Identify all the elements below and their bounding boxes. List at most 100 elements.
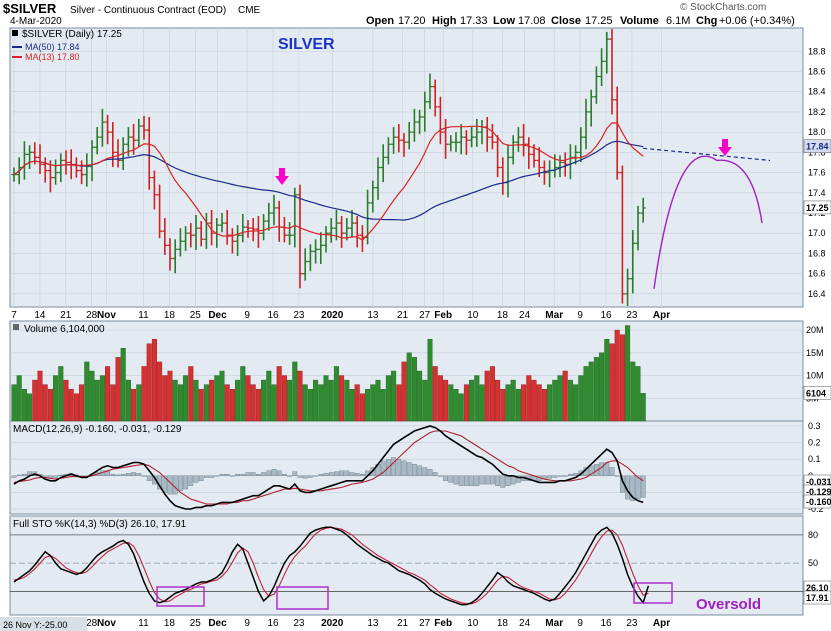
price-x-label: 14 <box>34 310 46 321</box>
instrument-name: Silver - Continuous Contract (EOD) <box>70 5 226 16</box>
bottom-x-label: 16 <box>267 618 279 629</box>
ma50-line <box>13 140 644 221</box>
price-tick-label: 16.6 <box>808 269 826 279</box>
macd-histogram-bar <box>344 470 350 477</box>
stochastic-tick-label: 50 <box>808 558 818 568</box>
price-x-label: 13 <box>367 310 379 321</box>
volume-bar <box>313 379 319 422</box>
macd-histogram-bar <box>276 470 282 477</box>
volume-bar <box>567 379 573 422</box>
macd-histogram-bar <box>479 475 485 485</box>
volume-bar <box>68 388 74 422</box>
volume-bar <box>443 379 449 422</box>
ma13-line <box>13 122 644 241</box>
ma50-tag: 17.84 <box>806 142 829 152</box>
footer-box <box>0 617 87 631</box>
volume-bar <box>630 361 636 422</box>
volume-bar <box>333 366 339 422</box>
bottom-x-label: 9 <box>577 618 583 629</box>
volume-bar <box>609 343 615 422</box>
price-tick-label: 18.8 <box>808 46 826 56</box>
volume-bar <box>276 366 282 422</box>
price-tick-label: 16.4 <box>808 289 826 299</box>
volume-bar <box>11 384 17 422</box>
stochastic-last-tag: 26.10 <box>806 583 829 593</box>
volume-bar <box>47 388 53 422</box>
macd-histogram-bar <box>469 475 474 486</box>
macd-histogram-bar <box>229 475 235 477</box>
macd-histogram-bar <box>141 475 147 477</box>
bottom-x-label: Nov <box>97 618 116 629</box>
volume-bar <box>339 375 345 422</box>
macd-histogram-bar <box>354 473 360 477</box>
volume-bar <box>484 370 490 422</box>
macd-histogram-bar <box>474 475 480 486</box>
volume-bar <box>531 379 537 422</box>
volume-bar <box>562 370 568 422</box>
macd-histogram-bar <box>282 473 287 477</box>
price-panel-marks: 16.416.616.817.017.217.417.617.818.018.2… <box>10 28 831 307</box>
macd-histogram-bar <box>235 473 240 477</box>
volume-bar <box>53 375 59 422</box>
oversold-annotation: Oversold <box>696 596 761 613</box>
volume-bar <box>635 366 641 422</box>
macd-histogram-bar <box>495 475 500 486</box>
projected-arc <box>653 155 763 289</box>
macd-histogram-bar <box>568 473 573 477</box>
volume-bar <box>287 379 293 422</box>
volume-bar <box>224 384 230 422</box>
volume-bar <box>406 352 412 422</box>
macd-histogram-bar <box>562 475 568 477</box>
volume-bar <box>151 338 157 422</box>
macd-histogram-bar <box>630 475 636 501</box>
volume-bar <box>255 388 261 422</box>
macd-histogram-bar <box>599 462 605 477</box>
macd-histogram-bar <box>58 474 64 477</box>
macd-histogram-bar <box>396 458 402 477</box>
price-tick-label: 16.8 <box>808 248 826 258</box>
bottom-x-label: 16 <box>600 618 612 629</box>
volume-bar <box>510 379 516 422</box>
macd-tick-label: -0.2 <box>808 504 824 514</box>
volume-bar <box>396 384 402 422</box>
macd-histogram-bar <box>198 475 204 481</box>
volume-bar <box>203 384 209 422</box>
volume-bar <box>307 388 313 422</box>
price-x-label: 23 <box>293 310 305 321</box>
volume-bar <box>198 388 204 422</box>
volume-bar <box>619 334 625 422</box>
volume-tick-label: 20M <box>806 325 824 335</box>
macd-histogram-bar <box>193 475 199 483</box>
macd-histogram-bar <box>240 473 246 477</box>
macd-histogram-bar <box>328 472 334 477</box>
macd-histogram-bar <box>115 474 121 477</box>
volume-bar <box>411 357 417 422</box>
macd-histogram-bar <box>552 475 558 478</box>
volume-bar <box>448 384 454 422</box>
macd-histogram-bar <box>453 475 459 485</box>
volume-bar <box>505 384 511 422</box>
stochastic-tick-label: 80 <box>808 530 818 540</box>
macd-histogram-bar <box>266 470 272 477</box>
bottom-x-label: 10 <box>467 618 479 629</box>
volume-bar <box>73 393 79 422</box>
macd-histogram-bar <box>214 475 220 477</box>
volume-bar <box>469 379 475 422</box>
volume-bar <box>573 384 579 422</box>
macd-histogram-bar <box>427 468 433 477</box>
volume-bar <box>453 388 459 422</box>
macd-histogram-bar <box>188 475 194 486</box>
volume-bar <box>229 388 235 422</box>
macd-histogram-bar <box>609 467 615 477</box>
exchange: CME <box>238 5 261 16</box>
volume-bar <box>37 370 43 422</box>
volume-bar <box>235 379 241 422</box>
volume-bar <box>604 338 610 422</box>
macd-panel-marks: -0.2-0.100.10.20.3-0.031-0.129-0.160 <box>10 421 831 514</box>
bottom-x-label: 2020 <box>321 618 344 629</box>
price-x-label: 9 <box>577 310 583 321</box>
price-x-label: Feb <box>434 310 452 321</box>
bottom-x-label: 9 <box>244 618 250 629</box>
volume-value: 6.1M <box>666 15 690 27</box>
